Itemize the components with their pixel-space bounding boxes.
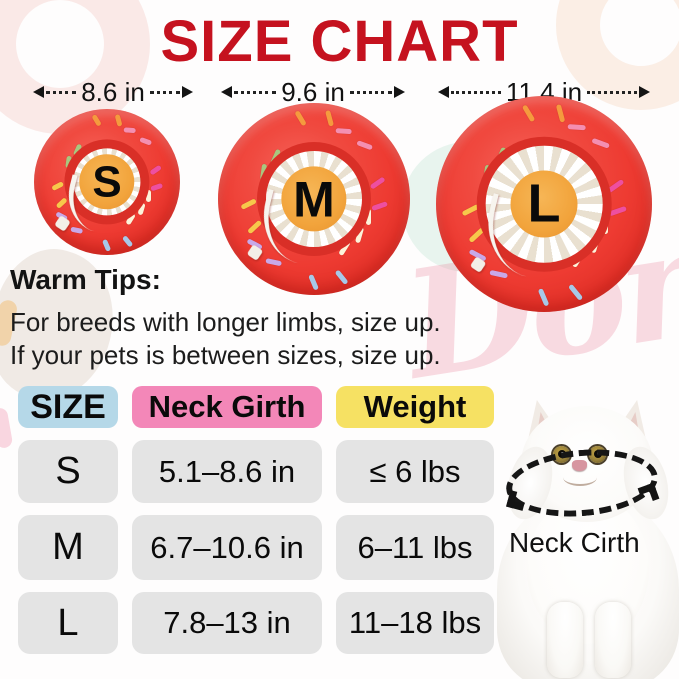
warm-tips-line-2: If your pets is between sizes, size up. xyxy=(10,340,441,370)
size-table: SIZE Neck Girth Weight S 5.1–8.6 in ≤ 6 … xyxy=(18,386,494,654)
table-row-m-weight: 6–11 lbs xyxy=(336,515,494,580)
cat-paw xyxy=(595,602,631,678)
cat-mouth xyxy=(563,469,597,486)
dotted-line xyxy=(234,90,277,94)
dotted-line xyxy=(149,90,181,94)
faint-sprinkle-decoration xyxy=(0,406,14,450)
dotted-line xyxy=(46,90,77,94)
table-row-l-size: L xyxy=(18,592,118,654)
cat-paw xyxy=(547,602,583,678)
table-row-s-neck: 5.1–8.6 in xyxy=(132,440,322,503)
arrow-left-icon xyxy=(438,86,449,98)
cat-photo xyxy=(497,398,679,679)
sprinkles-decoration xyxy=(436,96,652,312)
dotted-line xyxy=(451,90,501,94)
table-row-l-neck: 7.8–13 in xyxy=(132,592,322,654)
donut-image: L xyxy=(436,96,652,312)
table-row-s-size: S xyxy=(18,440,118,503)
arrow-left-icon xyxy=(221,86,232,98)
sprinkles-decoration xyxy=(218,103,410,295)
table-row-m-neck: 6.7–10.6 in xyxy=(132,515,322,580)
table-row-m-size: M xyxy=(18,515,118,580)
dotted-line xyxy=(349,90,393,94)
donut-collar-s: S xyxy=(34,109,180,255)
width-dimension-s: 8.6 in xyxy=(33,76,194,107)
donut-image: S xyxy=(34,109,180,255)
warm-tips-heading: Warm Tips: xyxy=(10,264,161,295)
header-neck-girth: Neck Girth xyxy=(132,386,322,428)
cat-nose xyxy=(572,460,587,471)
arrow-left-icon xyxy=(33,86,44,98)
arrow-right-icon xyxy=(394,86,406,98)
table-row-s-weight: ≤ 6 lbs xyxy=(336,440,494,503)
cat-eye xyxy=(589,446,606,463)
warm-tips-section: Warm Tips: For breeds with longer limbs,… xyxy=(10,264,441,372)
neck-girth-annotation: Neck Cirth xyxy=(509,527,640,558)
sprinkles-decoration xyxy=(34,109,180,255)
arrow-right-icon xyxy=(182,86,194,98)
donut-collar-m: M xyxy=(218,103,410,295)
header-weight: Weight xyxy=(336,386,494,428)
page-title: SIZE CHART xyxy=(160,9,519,74)
donut-collar-l: L xyxy=(436,96,652,312)
width-label-s: 8.6 in xyxy=(81,76,145,107)
header-size: SIZE xyxy=(18,386,118,428)
width-dimension-m: 9.6 in xyxy=(221,76,406,107)
cat-eye xyxy=(553,446,570,463)
dotted-line xyxy=(587,90,638,94)
donut-image: M xyxy=(218,103,410,295)
width-label-m: 9.6 in xyxy=(281,76,345,107)
table-row-l-weight: 11–18 lbs xyxy=(336,592,494,654)
warm-tips-line-1: For breeds with longer limbs, size up. xyxy=(10,307,441,337)
